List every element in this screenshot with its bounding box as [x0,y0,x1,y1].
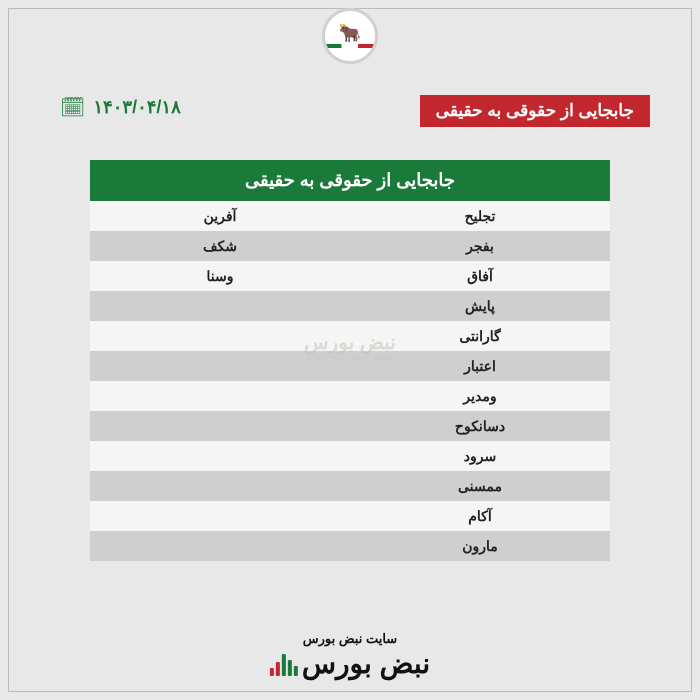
data-table: جابجایی از حقوقی به حقیقی تجلیحآفرینبفجر… [90,160,610,561]
table-cell: آفاق [350,268,610,285]
table-row: سرود [90,441,610,471]
title-badge: جابجایی از حقوقی به حقیقی [420,95,650,127]
table-cell: تجلیح [350,208,610,225]
brand-logo-top: 🐂 [322,8,378,64]
table-cell: بفجر [350,238,610,255]
footer-subtitle: سایت نبض بورس [270,631,430,647]
table-cell: مارون [350,538,610,555]
table-row: آکام [90,501,610,531]
table-row: مارون [90,531,610,561]
table-cell: دسانکوح [350,418,610,435]
table-cell: آفرین [90,208,350,225]
table-cell: شکف [90,238,350,255]
date-block: 🗓 ۱۴۰۳/۰۴/۱۸ [60,95,181,120]
table-body: تجلیحآفرینبفجرشکفآفاقوسناپایشگارانتیاعتب… [90,201,610,561]
table-cell: ومدیر [350,388,610,405]
calendar-icon: 🗓 [60,95,85,120]
table-row: اعتبار [90,351,610,381]
table-row: دسانکوح [90,411,610,441]
table-row: گارانتی [90,321,610,351]
footer-title-text: نبض بورس [302,647,430,680]
table-cell: پایش [350,298,610,315]
table-cell: اعتبار [350,358,610,375]
table-row: تجلیحآفرین [90,201,610,231]
bull-icon: 🐂 [339,24,361,42]
footer-logo: سایت نبض بورس نبض بورس [270,631,430,680]
table-cell: آکام [350,508,610,525]
table-cell: گارانتی [350,328,610,345]
table-row: ممسنی [90,471,610,501]
date-text: ۱۴۰۳/۰۴/۱۸ [93,97,180,118]
footer-title: نبض بورس [270,647,430,680]
table-cell: ممسنی [350,478,610,495]
table-row: ومدیر [90,381,610,411]
table-row: بفجرشکف [90,231,610,261]
flag-band [325,44,375,48]
table-cell: وسنا [90,268,350,285]
table-row: پایش [90,291,610,321]
chart-icon [270,652,298,676]
table-row: آفاقوسنا [90,261,610,291]
table-cell: سرود [350,448,610,465]
table-header: جابجایی از حقوقی به حقیقی [90,160,610,201]
